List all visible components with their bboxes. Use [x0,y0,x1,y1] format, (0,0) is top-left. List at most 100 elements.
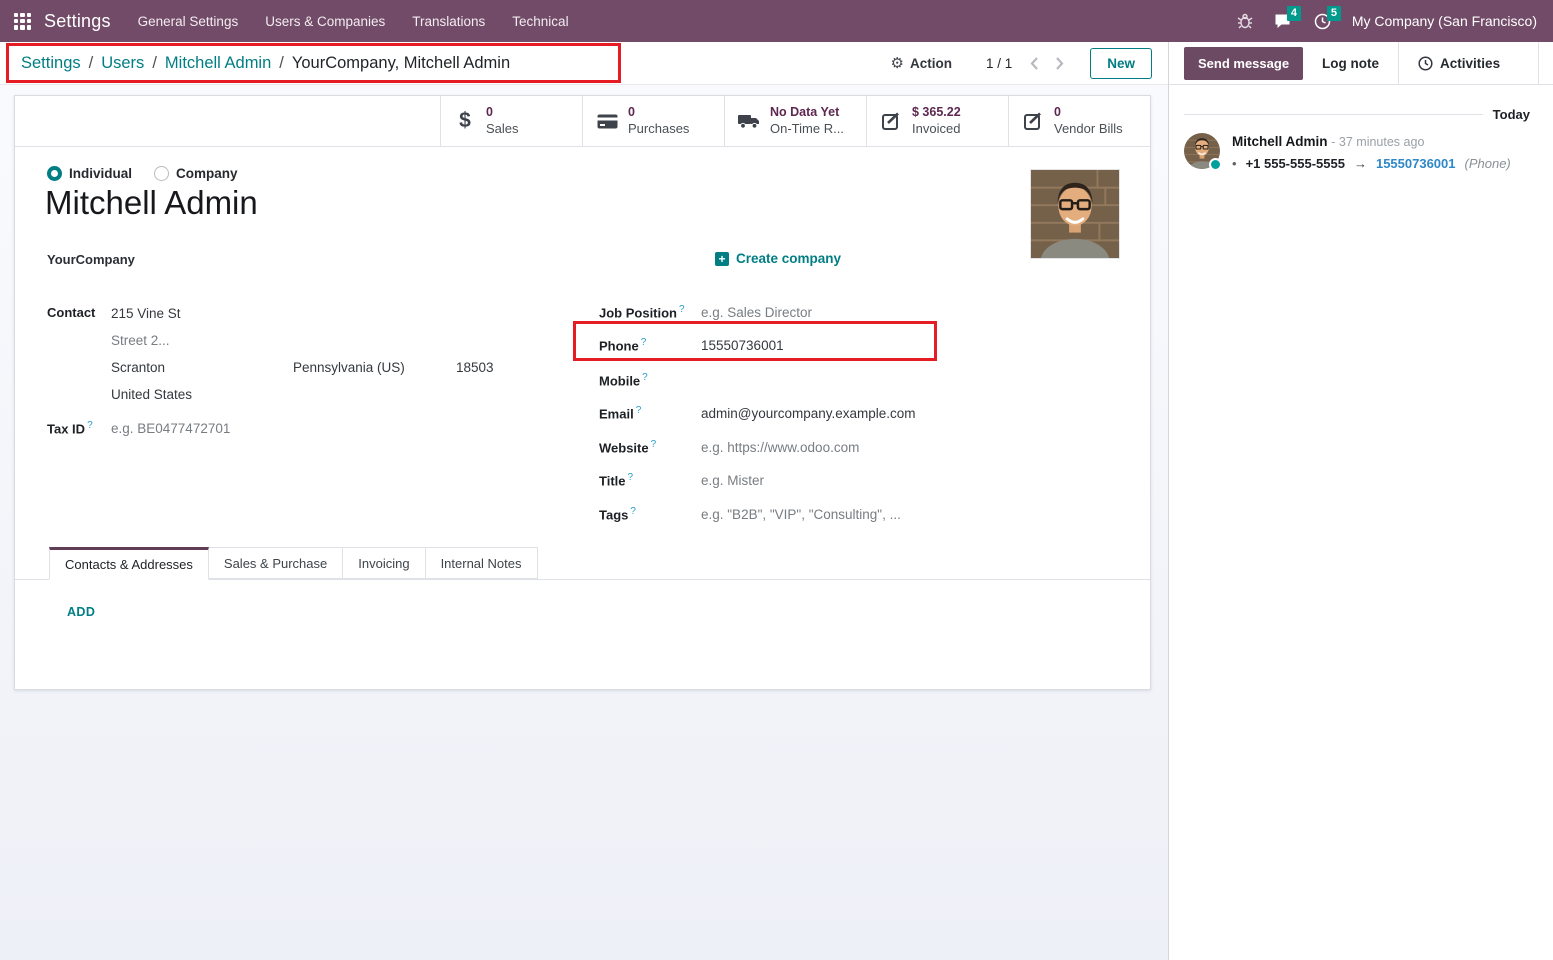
message-timestamp: - 37 minutes ago [1331,135,1425,149]
radio-individual[interactable]: Individual [47,166,132,181]
stat-button-row: $ 0 Sales 0 Purchases [15,96,1150,147]
radio-company[interactable]: Company [154,166,238,181]
sales-value: 0 [486,105,493,120]
divider [1398,42,1400,84]
city-field[interactable]: Scranton [111,360,166,375]
menu-translations[interactable]: Translations [412,13,486,29]
chatter-panel: Send message Log note Activities Today [1168,42,1553,960]
radio-unselected-icon [154,166,170,181]
tracking-value-change: • +1 555-555-5555 → 15550736001 (Phone) [1232,156,1511,171]
menu-technical[interactable]: Technical [512,13,569,29]
add-contact-button[interactable]: ADD [67,605,96,619]
app-name[interactable]: Settings [44,10,111,31]
record-avatar[interactable] [1030,169,1120,259]
stat-button-purchases[interactable]: 0 Purchases [582,96,724,146]
title-field[interactable]: e.g. Mister [701,473,765,489]
sales-label: Sales [486,120,519,136]
tax-id-field[interactable]: e.g. BE0477472701 [111,421,231,436]
street-field[interactable]: 215 Vine St [111,306,181,321]
bullet-icon: • [1232,155,1237,171]
website-label: Website? [599,439,657,456]
create-company-link[interactable]: + Create company [715,251,841,266]
message-avatar[interactable] [1184,133,1222,171]
email-field[interactable]: admin@yourcompany.example.com [701,406,916,422]
nav-menus: General Settings Users & Companies Trans… [138,14,569,29]
create-company-label: Create company [736,251,842,266]
company-type-radios: Individual Company [47,166,238,181]
stat-button-vendor-bills[interactable]: 0 Vendor Bills [1008,96,1150,146]
invoiced-label: Invoiced [912,120,961,136]
tracking-new-value: 15550736001 [1375,155,1456,171]
radio-company-label: Company [176,166,238,181]
contact-label: Contact [47,305,96,320]
company-switcher[interactable]: My Company (San Francisco) [1351,13,1537,29]
company-name-field[interactable]: YourCompany [47,252,135,267]
tab-internal-notes[interactable]: Internal Notes [425,547,538,579]
field-row-email: Email? admin@yourcompany.example.com [599,405,1079,421]
field-row-title: Title? e.g. Mister [599,472,1079,488]
clock-icon [1418,55,1433,71]
arrow-right-icon: → [1353,155,1367,171]
new-button[interactable]: New [1090,47,1152,79]
send-message-button[interactable]: Send message [1184,46,1304,80]
field-row-job-position: Job Position? e.g. Sales Director [599,304,1079,320]
breadcrumb-separator: / [88,53,94,72]
messages-icon[interactable]: 4 [1274,5,1301,30]
stat-button-invoiced[interactable]: $ 365.22 Invoiced [866,96,1008,146]
help-icon: ? [630,506,636,517]
notebook-tabs: Contacts & Addresses Sales & Purchase In… [15,547,1150,580]
help-icon: ? [679,304,685,315]
invoiced-value: $ 365.22 [912,105,961,120]
field-row-phone: Phone? 15550736001 [599,337,1079,353]
message-author[interactable]: Mitchell Admin [1232,134,1328,149]
apps-grid-icon[interactable] [14,12,31,30]
pager-previous-icon[interactable] [1030,56,1039,71]
activities-button[interactable]: Activities [1418,56,1500,71]
title-label: Title? [599,472,634,489]
tab-invoicing[interactable]: Invoicing [343,547,426,579]
phone-label: Phone? [599,337,647,354]
street2-field[interactable]: Street 2... [111,333,170,348]
menu-users-companies[interactable]: Users & Companies [265,13,386,29]
chatter-header: Send message Log note Activities [1169,42,1553,85]
stat-button-on-time-rate[interactable]: No Data Yet On-Time R... [724,96,866,146]
stat-button-sales[interactable]: $ 0 Sales [440,96,582,146]
zip-field[interactable]: 18503 [456,360,494,375]
purchases-label: Purchases [628,120,690,136]
action-menu-button[interactable]: ⚙ Action [891,54,952,72]
job-position-label: Job Position? [599,304,685,321]
help-icon: ? [635,405,642,416]
help-icon: ? [640,337,647,348]
vendor-bills-value: 0 [1054,105,1061,120]
tracking-old-value: +1 555-555-5555 [1245,155,1345,171]
phone-field[interactable]: 15550736001 [701,338,784,354]
breadcrumb-mitchell-admin[interactable]: Mitchell Admin [164,53,272,72]
website-field[interactable]: e.g. https://www.odoo.com [701,440,860,456]
menu-general-settings[interactable]: General Settings [137,13,239,29]
gear-icon: ⚙ [890,55,904,72]
state-field[interactable]: Pennsylvania (US) [293,360,405,375]
pencil-square-icon [879,112,903,130]
tab-contacts-addresses[interactable]: Contacts & Addresses [49,547,209,580]
record-name-title[interactable]: Mitchell Admin [45,184,258,221]
help-icon: ? [650,439,657,450]
activities-clock-icon[interactable]: 5 [1314,5,1341,30]
breadcrumb-users[interactable]: Users [101,53,145,72]
breadcrumb-settings[interactable]: Settings [21,53,81,72]
tags-field[interactable]: e.g. "B2B", "VIP", "Consulting", ... [701,507,901,523]
tab-sales-purchase[interactable]: Sales & Purchase [208,547,344,579]
help-icon: ? [627,472,634,483]
job-position-field[interactable]: e.g. Sales Director [701,305,813,321]
debug-bug-icon[interactable] [1237,13,1253,29]
country-field[interactable]: United States [111,387,193,402]
truck-icon [737,113,761,129]
breadcrumb-separator: / [152,53,157,72]
record-form-card: $ 0 Sales 0 Purchases [14,95,1151,690]
navbar-right: 4 5 My Company (San Francisco) [1237,5,1537,30]
dollar-icon: $ [459,109,471,132]
help-icon: ? [642,372,648,383]
pager-next-icon[interactable] [1055,56,1064,71]
breadcrumb-current: YourCompany, Mitchell Admin [291,53,511,72]
log-note-button[interactable]: Log note [1322,55,1380,71]
messages-count-badge: 4 [1286,5,1301,22]
